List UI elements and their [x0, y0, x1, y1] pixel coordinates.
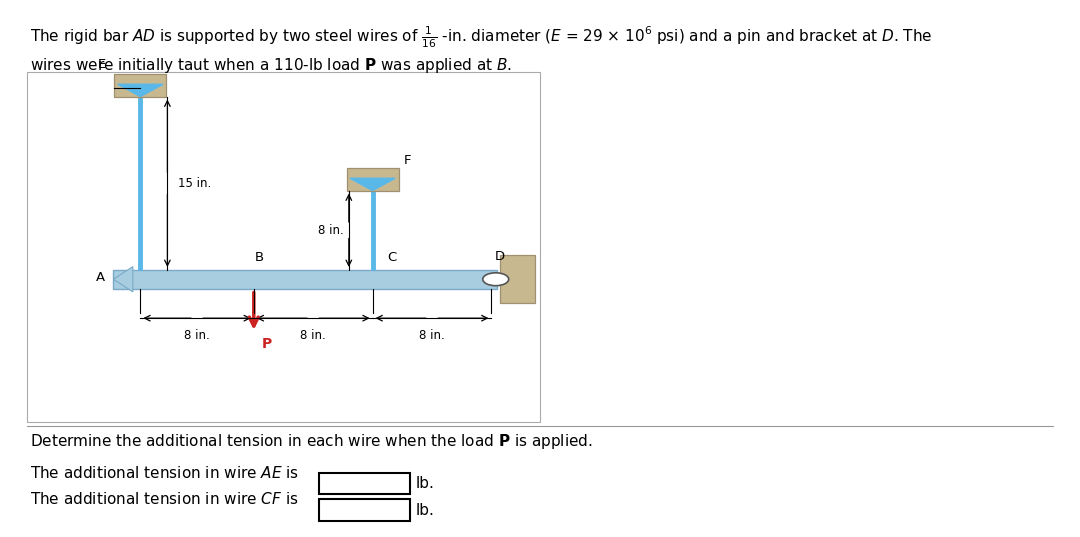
Text: 8 in.: 8 in. — [419, 329, 445, 342]
Text: 8 in.: 8 in. — [185, 329, 210, 342]
Text: 8 in.: 8 in. — [300, 329, 326, 342]
Polygon shape — [113, 267, 133, 292]
Polygon shape — [113, 270, 497, 289]
Bar — [347, 168, 399, 191]
Text: wires were initially taut when a 110-lb load $\mathbf{P}$ was applied at $B$.: wires were initially taut when a 110-lb … — [30, 56, 512, 75]
Bar — [500, 255, 535, 303]
Text: 15 in.: 15 in. — [178, 177, 212, 190]
Polygon shape — [350, 178, 395, 191]
Text: B: B — [255, 251, 264, 265]
Text: The additional tension in wire $CF$ is: The additional tension in wire $CF$ is — [30, 491, 299, 507]
Text: C: C — [388, 251, 397, 265]
Polygon shape — [118, 84, 163, 97]
Text: Determine the additional tension in each wire when the load $\mathbf{P}$ is appl: Determine the additional tension in each… — [30, 432, 593, 451]
Text: lb.: lb. — [416, 503, 434, 518]
Text: A: A — [96, 271, 105, 284]
Circle shape — [483, 273, 509, 286]
Text: The rigid bar $AD$ is supported by two steel wires of $\frac{1}{16}$ -in. diamet: The rigid bar $AD$ is supported by two s… — [30, 24, 933, 50]
Text: F: F — [404, 154, 411, 167]
Text: D: D — [495, 250, 504, 264]
Text: The additional tension in wire $AE$ is: The additional tension in wire $AE$ is — [30, 465, 299, 481]
FancyBboxPatch shape — [319, 473, 410, 494]
Text: 8 in.: 8 in. — [318, 224, 343, 237]
FancyBboxPatch shape — [27, 72, 540, 422]
Text: lb.: lb. — [416, 476, 434, 491]
Text: P: P — [261, 337, 271, 351]
Bar — [114, 74, 166, 97]
FancyBboxPatch shape — [319, 499, 410, 521]
Text: E: E — [97, 59, 106, 71]
